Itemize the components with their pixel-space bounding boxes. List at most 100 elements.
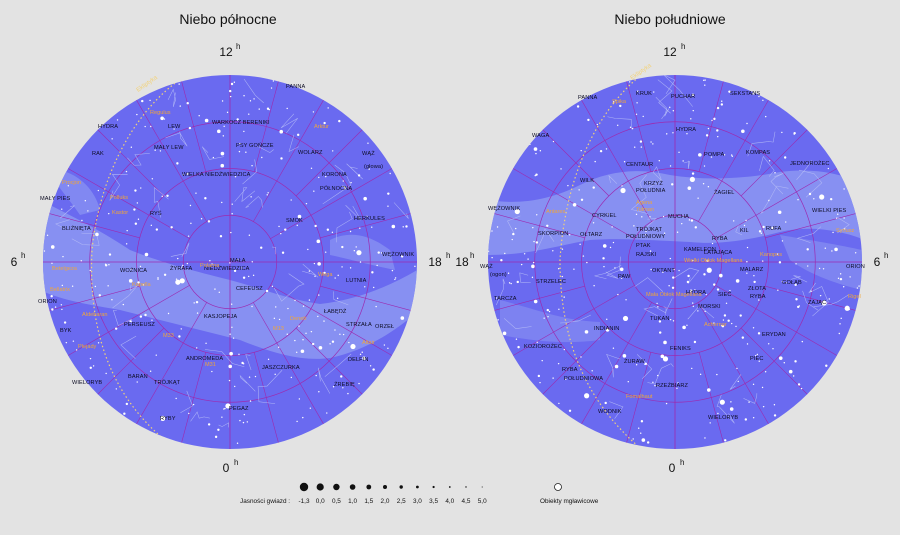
star bbox=[362, 356, 366, 361]
constellation-line bbox=[180, 390, 193, 413]
south-constellation-lines bbox=[496, 75, 850, 424]
star bbox=[308, 299, 311, 301]
star bbox=[181, 266, 183, 268]
con-label: POMPA bbox=[704, 152, 724, 158]
star bbox=[628, 81, 631, 83]
star bbox=[520, 263, 523, 266]
star bbox=[856, 287, 859, 289]
hour-line bbox=[698, 352, 724, 443]
star bbox=[748, 401, 750, 403]
star bbox=[358, 382, 360, 385]
star bbox=[539, 150, 542, 152]
star bbox=[531, 276, 534, 279]
con-label: WARKOCZ BERENIKI bbox=[212, 120, 270, 126]
star bbox=[837, 213, 839, 215]
star bbox=[739, 314, 742, 317]
con-label: POŁUDNIA bbox=[636, 188, 666, 194]
star bbox=[625, 299, 627, 301]
star bbox=[218, 291, 221, 293]
star bbox=[290, 376, 293, 379]
star bbox=[781, 280, 784, 283]
constellation-line bbox=[165, 131, 188, 147]
hour-line bbox=[740, 129, 808, 197]
star bbox=[296, 351, 298, 353]
star bbox=[704, 310, 706, 313]
star bbox=[662, 271, 664, 273]
star bbox=[567, 184, 569, 187]
star bbox=[236, 442, 239, 444]
north-star-labels: Regulus Arktur Procjon Polluks Kastor Be… bbox=[50, 110, 375, 368]
star bbox=[239, 142, 241, 145]
hour-line bbox=[765, 285, 856, 311]
star bbox=[510, 282, 512, 285]
star bbox=[380, 252, 383, 254]
star bbox=[318, 345, 323, 350]
star bbox=[548, 310, 551, 313]
star bbox=[238, 353, 240, 356]
star bbox=[724, 439, 727, 442]
star bbox=[400, 255, 404, 258]
star bbox=[195, 300, 199, 304]
star bbox=[234, 385, 236, 388]
star bbox=[326, 228, 330, 231]
constellation-line bbox=[606, 353, 621, 378]
star bbox=[572, 202, 577, 207]
star-label: Aldebaran bbox=[82, 312, 108, 318]
hour-line bbox=[253, 81, 279, 172]
star bbox=[342, 185, 344, 188]
constellation-line bbox=[630, 174, 648, 214]
con-label: KORONA bbox=[322, 172, 347, 178]
con-label: FENIKS bbox=[670, 346, 691, 352]
star bbox=[676, 231, 679, 233]
star bbox=[149, 99, 151, 102]
star bbox=[108, 212, 110, 215]
star bbox=[251, 305, 253, 308]
star bbox=[221, 416, 223, 418]
star bbox=[767, 343, 770, 345]
magnitude-dot bbox=[333, 483, 340, 491]
con-label: PANNA bbox=[286, 84, 306, 90]
star bbox=[580, 198, 584, 202]
star bbox=[226, 111, 229, 114]
con-label: LEW bbox=[168, 124, 181, 130]
constellation-line bbox=[647, 363, 674, 385]
north-hemisphere: Niebo północne Ekliptyka 12 h 0 h 6 h 18… bbox=[11, 11, 451, 475]
star bbox=[89, 269, 91, 272]
star-label: Procjon bbox=[62, 180, 81, 186]
star bbox=[108, 264, 110, 266]
star bbox=[753, 275, 755, 277]
star bbox=[151, 178, 154, 180]
star bbox=[139, 265, 142, 268]
star bbox=[281, 251, 285, 254]
con-label: BYK bbox=[60, 328, 72, 334]
constellation-line bbox=[609, 401, 624, 419]
star bbox=[387, 192, 390, 195]
south-ecliptic bbox=[559, 75, 646, 449]
star bbox=[586, 261, 588, 264]
star bbox=[650, 141, 652, 143]
con-label: KRUK bbox=[636, 91, 652, 97]
star bbox=[692, 305, 695, 308]
star bbox=[192, 403, 195, 406]
north-hour-right: 18 bbox=[428, 255, 442, 269]
star bbox=[612, 101, 615, 103]
south-hour-right-suffix: h bbox=[884, 251, 888, 260]
star bbox=[529, 143, 531, 146]
star bbox=[831, 250, 833, 252]
star bbox=[125, 170, 128, 173]
con-label: OKTANT bbox=[652, 268, 675, 274]
star bbox=[242, 276, 246, 279]
star bbox=[195, 347, 198, 349]
star bbox=[144, 252, 149, 257]
star-label: Plejady bbox=[78, 344, 97, 350]
star bbox=[353, 250, 356, 252]
star bbox=[310, 167, 313, 169]
star bbox=[690, 118, 692, 120]
star bbox=[677, 382, 679, 384]
star bbox=[648, 182, 650, 184]
star bbox=[795, 298, 798, 301]
star bbox=[310, 330, 313, 333]
star bbox=[232, 337, 235, 339]
star bbox=[323, 271, 326, 275]
star bbox=[195, 192, 197, 194]
